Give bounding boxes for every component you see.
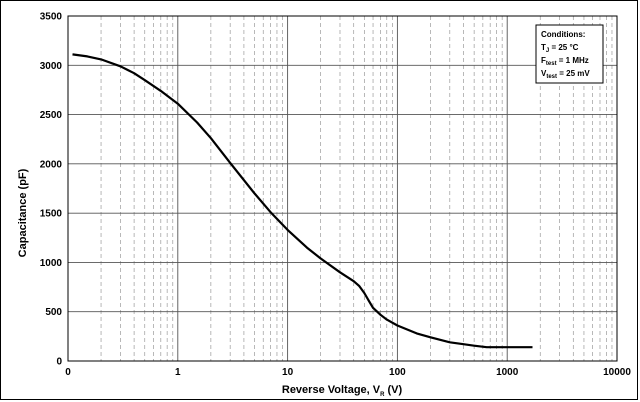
y-tick-label: 0 xyxy=(56,357,62,368)
x-tick-labels: 0 1 10 100 1000 10000 xyxy=(65,367,631,378)
major-grid xyxy=(68,16,617,361)
y-tick-label: 2500 xyxy=(40,110,63,121)
y-tick-label: 1000 xyxy=(40,258,63,269)
y-axis-title: Capacitance (pF) xyxy=(17,168,29,257)
condition-ftest: Ftest = 1 MHz xyxy=(541,56,589,67)
x-tick-label: 10 xyxy=(282,367,294,378)
y-tick-label: 500 xyxy=(45,307,62,318)
condition-tj: TJ = 25 °C xyxy=(541,43,579,54)
minor-grid xyxy=(100,16,613,361)
y-tick-label: 3000 xyxy=(40,61,63,72)
x-tick-label: 1000 xyxy=(496,367,519,378)
x-axis-title-unit: (V) xyxy=(387,384,402,396)
plot-border xyxy=(67,15,618,362)
y-tick-label: 3500 xyxy=(40,12,63,23)
x-axis-title: Reverse Voltage, VR (V) xyxy=(282,384,403,398)
x-axis-title-main: Reverse Voltage, V xyxy=(282,384,381,396)
y-tick-label: 2000 xyxy=(40,159,63,170)
conditions-box: Conditions: TJ = 25 °C Ftest = 1 MHz Vte… xyxy=(535,24,604,84)
x-tick-label: 0 xyxy=(65,367,71,378)
x-tick-label: 1 xyxy=(175,367,181,378)
y-tick-labels: 0 500 1000 1500 2000 2500 3000 3500 xyxy=(40,12,63,368)
x-tick-label: 10000 xyxy=(603,367,631,378)
x-tick-label: 100 xyxy=(389,367,406,378)
condition-vtest: Vtest = 25 mV xyxy=(541,69,590,80)
x-axis-title-sub: R xyxy=(380,392,385,398)
conditions-heading: Conditions: xyxy=(541,30,585,39)
capacitance-series-line xyxy=(72,53,533,349)
y-tick-label: 1500 xyxy=(40,209,63,220)
